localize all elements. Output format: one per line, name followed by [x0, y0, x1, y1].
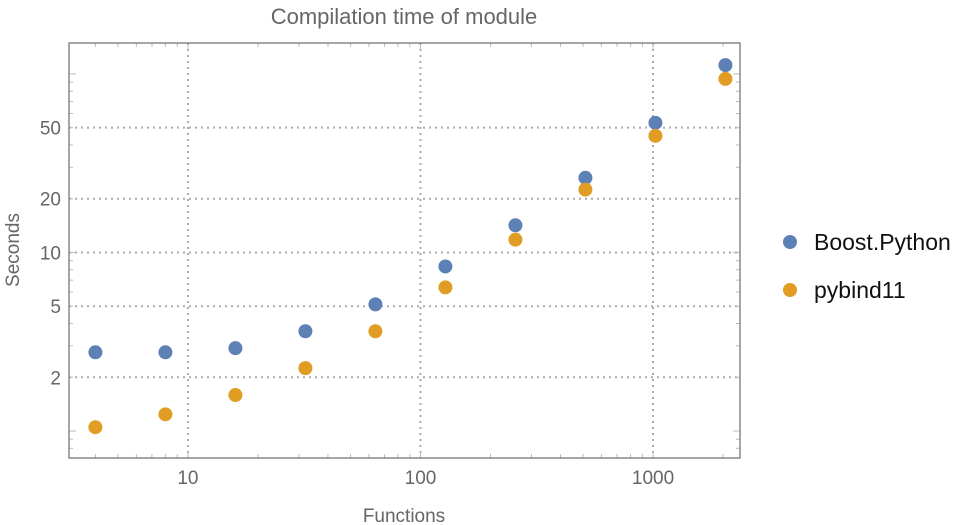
y-tick-label: 20 [40, 190, 61, 211]
point-pybind11-8 [158, 407, 173, 422]
x-tick-label: 10 [177, 468, 198, 489]
grid [69, 43, 740, 458]
point-pybind11-16 [228, 388, 243, 403]
point-boost-python-4 [88, 345, 103, 360]
x-tick-label: 100 [405, 468, 437, 489]
point-pybind11-1024 [648, 128, 663, 143]
point-pybind11-256 [508, 232, 523, 247]
minor-ticks [69, 43, 740, 458]
point-boost-python-8 [158, 345, 173, 360]
point-boost-python-1024 [648, 115, 663, 130]
y-axis-label: Seconds [3, 213, 24, 287]
point-boost-python-32 [298, 324, 313, 339]
point-pybind11-2048 [718, 71, 733, 86]
legend-marker-boost-python [783, 235, 797, 249]
point-boost-python-2048 [718, 58, 733, 73]
legend-marker-pybind11 [783, 283, 797, 297]
legend: Boost.Python pybind11 [783, 229, 951, 303]
x-axis-label: Functions [363, 506, 445, 525]
chart-title: Compilation time of module [271, 4, 538, 29]
legend-label-boost-python: Boost.Python [814, 229, 951, 255]
point-boost-python-64 [368, 297, 383, 312]
legend-label-pybind11: pybind11 [814, 277, 906, 303]
point-boost-python-256 [508, 218, 523, 233]
y-tick-label: 5 [50, 297, 61, 318]
x-tick-labels: 10 100 1000 [177, 468, 674, 489]
plot-frame [68, 42, 741, 459]
point-pybind11-4 [88, 420, 103, 435]
y-tick-label: 50 [40, 119, 61, 140]
x-tick-label: 1000 [632, 468, 674, 489]
point-pybind11-512 [578, 182, 593, 197]
y-tick-label: 10 [40, 243, 61, 264]
y-tick-labels: 2 5 10 20 50 [40, 119, 61, 390]
data-points [88, 58, 733, 435]
y-tick-label: 2 [50, 368, 61, 389]
point-pybind11-32 [298, 361, 313, 376]
point-boost-python-16 [228, 341, 243, 356]
point-pybind11-128 [438, 280, 453, 295]
point-boost-python-128 [438, 259, 453, 274]
point-boost-python-512 [578, 170, 593, 185]
point-pybind11-64 [368, 324, 383, 339]
